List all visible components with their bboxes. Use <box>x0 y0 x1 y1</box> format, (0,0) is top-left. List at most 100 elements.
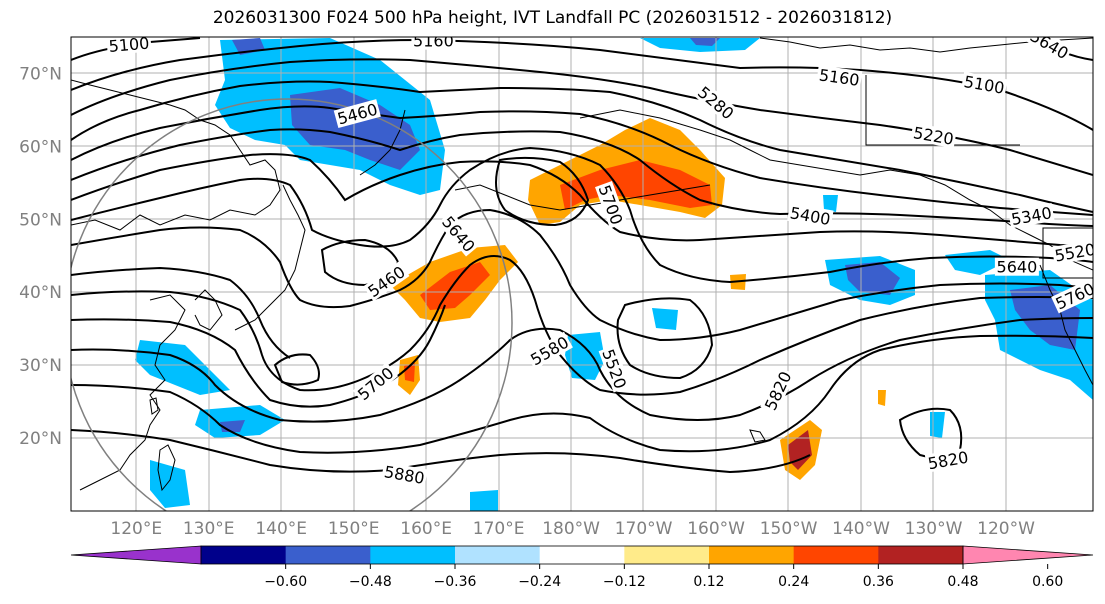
contour-label-bg <box>1008 202 1055 229</box>
colorbar-tick-label: 0.36 <box>863 574 894 590</box>
pos-region-hawaii-core <box>788 430 812 470</box>
contour-label-bg <box>910 122 957 149</box>
neg-region-small2 <box>930 412 945 438</box>
contour-5700 <box>71 304 446 408</box>
colorbar-tick-label: −0.60 <box>264 574 307 590</box>
map-title: 2026031300 F024 500 hPa height, IVT Land… <box>212 8 893 28</box>
longitude-labels: 120°E 130°E 140°E 150°E 160°E 170°E 180°W 170°W… <box>110 519 1035 539</box>
colorbar-segment <box>878 546 964 564</box>
contour-label-bg <box>595 180 627 229</box>
coast-korea <box>194 289 223 331</box>
pos-region-japan-east-core <box>420 262 490 310</box>
contour-label-bg <box>760 366 796 415</box>
colorbar-segment <box>285 546 371 564</box>
colorbar-tick-label: 0.60 <box>1032 574 1063 590</box>
contour-label-bg <box>437 211 480 257</box>
colorbar-outline <box>200 545 964 565</box>
contour-label-bg <box>816 65 863 90</box>
neg-region-small3 <box>823 195 838 212</box>
lon-tick-label: 120°W <box>977 519 1035 539</box>
lon-tick-label: 160°E <box>400 519 452 539</box>
coast-taiwan <box>149 397 159 415</box>
colorbar-segment <box>709 546 795 564</box>
colorbar-segment <box>455 546 541 564</box>
contour-5880 <box>71 429 811 474</box>
lat-tick-label: 40°N <box>19 283 62 303</box>
colorbar-tick-label: −0.12 <box>603 574 646 590</box>
lon-tick-label: 120°E <box>110 519 162 539</box>
colorbar-tick-label: 0.12 <box>693 574 724 590</box>
lon-tick-label: 160°W <box>687 519 745 539</box>
colorbar-segment <box>793 546 879 564</box>
pos-region-aleutian-core <box>560 160 712 210</box>
contour-5580-west <box>71 266 291 359</box>
coast-aleutians <box>454 184 711 211</box>
contour-5760 <box>71 317 1093 423</box>
contour-label-bg <box>693 81 739 124</box>
neg-region-mid <box>565 332 605 380</box>
contour-5820 <box>71 334 1093 454</box>
colorbar-tick-label: 0.48 <box>947 574 978 590</box>
contour-label-bg <box>381 461 428 488</box>
lon-tick-label: 140°E <box>255 519 307 539</box>
contour-label-bg <box>787 202 834 229</box>
coast-asia <box>71 79 281 231</box>
coastlines <box>71 37 1093 492</box>
pos-region-small3 <box>878 390 886 406</box>
coast-alaska <box>579 109 1093 271</box>
colorbar-segment <box>624 546 710 564</box>
lon-tick-label: 130°E <box>183 519 235 539</box>
lat-tick-label: 60°N <box>19 137 62 157</box>
neg-region-small1 <box>652 308 678 330</box>
border-lines <box>865 75 1093 279</box>
contour-label-bg <box>1025 37 1074 64</box>
contour-label-bg <box>525 331 573 370</box>
lon-tick-label: 140°W <box>832 519 890 539</box>
lon-tick-label: 130°W <box>905 519 963 539</box>
coast-na-west <box>1039 264 1093 386</box>
neg-region-sw <box>150 460 190 508</box>
lon-tick-label: 170°W <box>615 519 673 539</box>
contour-label: 5160 <box>411 32 456 51</box>
lat-tick-label: 70°N <box>19 64 62 84</box>
colorbar-segment <box>539 546 625 564</box>
lat-tick-label: 50°N <box>19 210 62 230</box>
contour-label: 5340 <box>1008 202 1055 229</box>
contour-5460 <box>71 153 1093 248</box>
contour-label-bg <box>106 37 152 56</box>
colorbar-segment <box>201 546 287 564</box>
contour-5700-east <box>495 156 590 227</box>
contour-label-bg <box>1051 239 1093 265</box>
contour-label-bg <box>411 37 456 50</box>
contour-label-text: 5160 <box>413 32 454 51</box>
contour-5520-low <box>616 297 714 380</box>
colorbar-segment <box>370 546 456 564</box>
contour-label: 5640 <box>994 257 1039 277</box>
contour-5340 <box>71 105 1093 216</box>
colorbar-tick-label: −0.24 <box>518 574 561 590</box>
contour-label-bg <box>994 257 1039 276</box>
coast-kamchatka <box>359 109 406 176</box>
neg-region-top-right-core <box>690 38 720 46</box>
contour-label: 5100 <box>106 37 152 56</box>
latitude-labels: 70°N 60°N 50°N 40°N 30°N 20°N <box>19 64 62 449</box>
contour-label-bg <box>333 99 381 128</box>
colorbar-tick-label: −0.36 <box>434 574 477 590</box>
coast-philippines <box>157 444 176 492</box>
neg-region-south <box>470 490 498 511</box>
contour-label-bg <box>924 447 972 473</box>
contour-label-bg <box>598 345 631 393</box>
colorbar-tick-label: 0.24 <box>778 574 809 590</box>
colorbar: −0.60 −0.48 −0.36 −0.24 −0.12 0.12 0.24 0.36 0.4… <box>70 545 1094 590</box>
coast-china-east <box>79 294 186 491</box>
contour-5400 <box>71 128 1093 227</box>
lat-tick-label: 30°N <box>19 356 62 376</box>
colorbar-tick-label: −0.48 <box>349 574 392 590</box>
contour-label-text: 5640 <box>997 258 1038 277</box>
coast-japan <box>234 184 306 331</box>
contour-label-bg <box>1051 278 1093 314</box>
contour-5520 <box>71 146 1093 284</box>
landfall-circle <box>71 98 513 511</box>
contour-label-bg <box>352 362 399 405</box>
